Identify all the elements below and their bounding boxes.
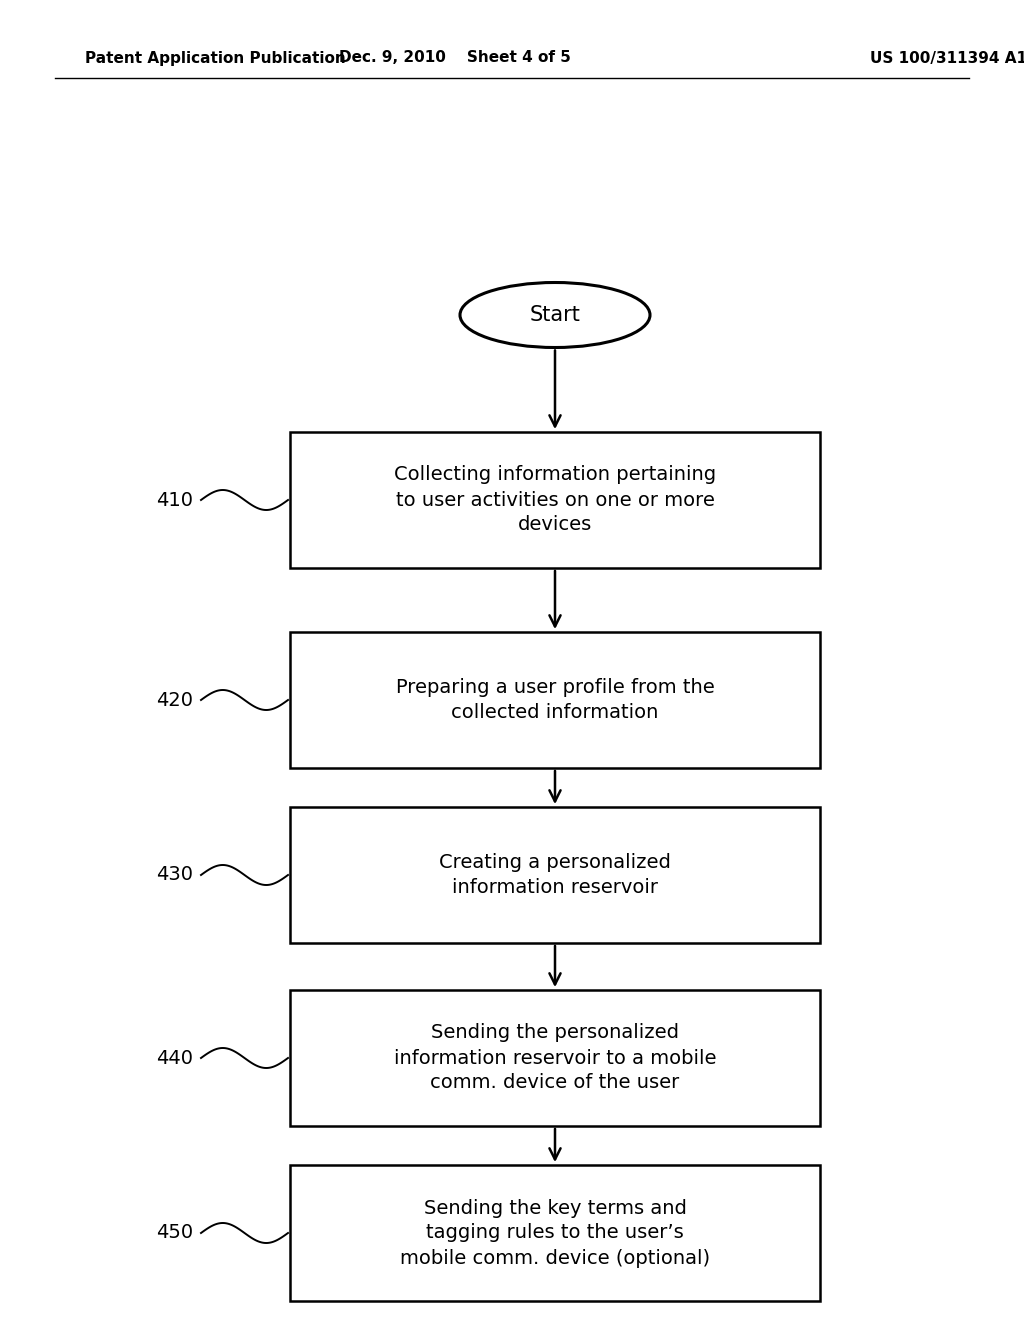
Text: 420: 420 (157, 690, 194, 710)
Text: Patent Application Publication: Patent Application Publication (85, 50, 346, 66)
Text: Sending the personalized
information reservoir to a mobile
comm. device of the u: Sending the personalized information res… (394, 1023, 716, 1093)
Text: 410: 410 (157, 491, 194, 510)
Ellipse shape (460, 282, 650, 347)
Text: Preparing a user profile from the
collected information: Preparing a user profile from the collec… (395, 678, 715, 722)
FancyBboxPatch shape (290, 432, 820, 568)
Text: 450: 450 (157, 1224, 194, 1242)
Text: 430: 430 (157, 866, 194, 884)
FancyBboxPatch shape (290, 1166, 820, 1302)
Text: 440: 440 (157, 1048, 194, 1068)
Text: US 100/311394 A1: US 100/311394 A1 (870, 50, 1024, 66)
Text: Dec. 9, 2010    Sheet 4 of 5: Dec. 9, 2010 Sheet 4 of 5 (339, 50, 571, 66)
Text: Collecting information pertaining
to user activities on one or more
devices: Collecting information pertaining to use… (394, 466, 716, 535)
FancyBboxPatch shape (290, 990, 820, 1126)
FancyBboxPatch shape (290, 632, 820, 768)
Text: Creating a personalized
information reservoir: Creating a personalized information rese… (439, 853, 671, 898)
Text: Start: Start (529, 305, 581, 325)
Text: Sending the key terms and
tagging rules to the user’s
mobile comm. device (optio: Sending the key terms and tagging rules … (400, 1199, 710, 1267)
FancyBboxPatch shape (290, 807, 820, 942)
